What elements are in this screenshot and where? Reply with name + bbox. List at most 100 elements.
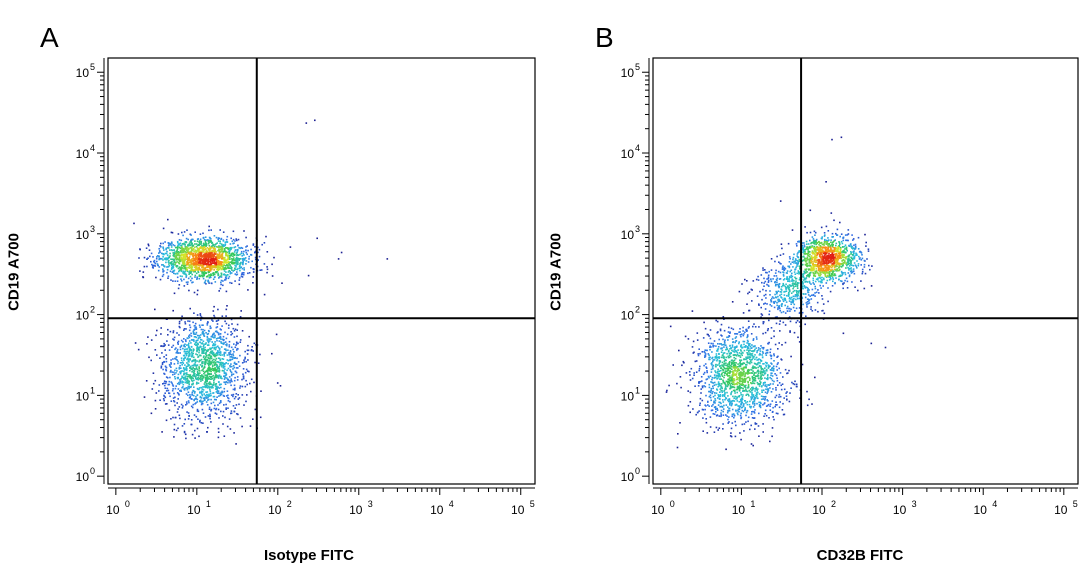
event-dot bbox=[222, 366, 225, 369]
event-dot bbox=[713, 340, 716, 342]
event-dot bbox=[236, 271, 238, 273]
event-dot bbox=[181, 259, 183, 262]
event-dot bbox=[722, 401, 725, 403]
event-dot bbox=[189, 394, 191, 396]
event-dot bbox=[698, 381, 700, 383]
y-tick-exponent: 3 bbox=[90, 224, 95, 234]
event-dot bbox=[202, 340, 205, 343]
event-dot bbox=[679, 422, 681, 424]
event-dot bbox=[203, 383, 206, 385]
event-dot bbox=[242, 252, 244, 255]
event-dot bbox=[711, 366, 714, 368]
event-dot bbox=[227, 277, 230, 280]
event-dot bbox=[784, 268, 787, 270]
event-dot bbox=[792, 382, 795, 385]
event-dot bbox=[183, 243, 186, 246]
event-dot bbox=[225, 241, 228, 243]
event-dot bbox=[720, 414, 722, 416]
event-dot bbox=[834, 239, 836, 241]
event-dot bbox=[218, 252, 221, 254]
event-dot bbox=[247, 349, 250, 352]
event-dot bbox=[189, 261, 191, 264]
event-dot bbox=[228, 344, 231, 346]
event-dot bbox=[190, 349, 192, 352]
event-dot bbox=[204, 253, 206, 255]
event-dot bbox=[794, 310, 796, 312]
event-dot bbox=[206, 260, 209, 262]
event-dot bbox=[802, 251, 804, 254]
event-dot bbox=[159, 357, 161, 359]
event-dot bbox=[196, 276, 198, 278]
event-dot bbox=[796, 295, 798, 298]
event-dot bbox=[825, 225, 828, 228]
event-dot bbox=[208, 369, 210, 371]
event-dot bbox=[168, 380, 171, 383]
event-dot bbox=[235, 262, 237, 265]
event-dot bbox=[164, 349, 166, 351]
event-dot bbox=[211, 268, 213, 271]
event-dot bbox=[752, 386, 754, 389]
event-dot bbox=[782, 298, 784, 301]
event-dot bbox=[777, 270, 780, 273]
event-dot bbox=[204, 269, 206, 271]
event-dot bbox=[706, 432, 709, 434]
event-dot bbox=[797, 270, 800, 272]
event-dot bbox=[832, 236, 834, 238]
event-dot bbox=[232, 393, 235, 396]
event-dot bbox=[796, 255, 798, 257]
event-dot bbox=[184, 255, 186, 258]
event-dot bbox=[229, 243, 232, 245]
event-dot bbox=[215, 265, 217, 268]
event-dot bbox=[761, 346, 763, 349]
event-dot bbox=[167, 257, 170, 260]
event-dot bbox=[337, 258, 340, 260]
event-dot bbox=[854, 264, 857, 266]
event-dot bbox=[785, 290, 788, 292]
event-dot bbox=[710, 399, 712, 402]
event-dot bbox=[238, 277, 241, 279]
event-dot bbox=[829, 276, 832, 279]
event-dot bbox=[219, 363, 221, 366]
event-dot bbox=[784, 299, 787, 301]
event-dot bbox=[226, 251, 228, 254]
event-dot bbox=[714, 376, 717, 379]
event-dot bbox=[705, 394, 707, 397]
event-dot bbox=[215, 370, 217, 372]
event-dot bbox=[238, 283, 241, 286]
event-dot bbox=[178, 325, 181, 328]
event-dot bbox=[213, 258, 215, 260]
event-dot bbox=[205, 253, 207, 256]
event-dot bbox=[147, 257, 149, 259]
event-dot bbox=[207, 340, 210, 342]
event-dot bbox=[224, 246, 227, 249]
event-dot bbox=[713, 345, 715, 347]
event-dot bbox=[160, 327, 162, 329]
event-dot bbox=[753, 411, 756, 413]
event-dot bbox=[221, 338, 224, 341]
event-dot bbox=[180, 268, 182, 270]
event-dot bbox=[753, 356, 755, 358]
event-dot bbox=[216, 339, 218, 342]
event-dot bbox=[194, 373, 196, 375]
event-dot bbox=[228, 418, 231, 420]
event-dot bbox=[189, 348, 191, 350]
event-dot bbox=[225, 247, 228, 249]
event-dot bbox=[715, 355, 718, 357]
event-dot bbox=[818, 292, 820, 294]
event-dot bbox=[201, 272, 203, 274]
event-dot bbox=[257, 251, 259, 254]
event-dot bbox=[835, 232, 837, 235]
event-dot bbox=[751, 344, 753, 346]
event-dot bbox=[215, 413, 218, 415]
event-dot bbox=[772, 416, 774, 418]
event-dot bbox=[189, 326, 192, 329]
event-dot bbox=[181, 376, 183, 379]
event-dot bbox=[811, 236, 814, 238]
event-dot bbox=[183, 267, 185, 270]
event-dot bbox=[665, 391, 668, 393]
event-dot bbox=[752, 395, 755, 397]
event-dot bbox=[795, 307, 798, 310]
event-dot bbox=[212, 386, 214, 389]
event-dot bbox=[230, 272, 233, 274]
event-dot bbox=[761, 356, 764, 358]
